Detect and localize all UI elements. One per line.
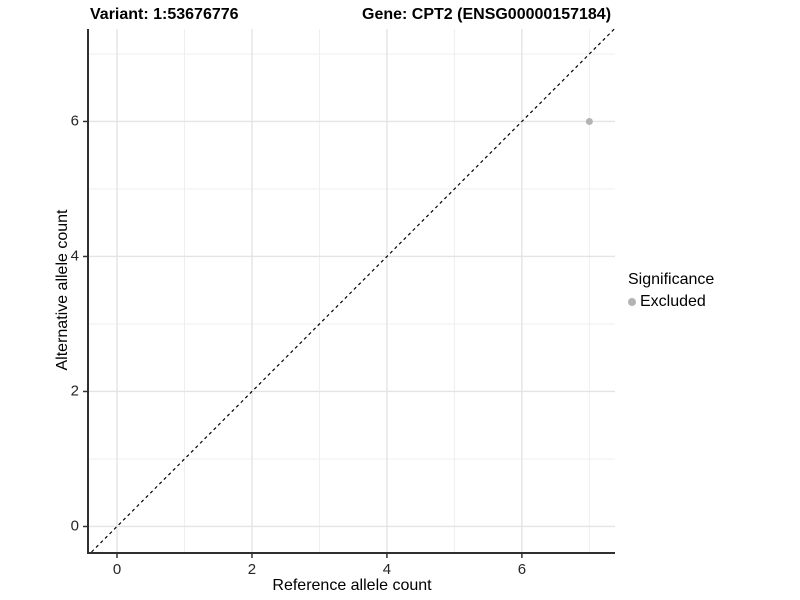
plot-title-variant: Variant: 1:53676776 [90, 6, 239, 23]
scatter-plot-canvas [83, 28, 615, 558]
identity-dashed-line [91, 28, 615, 553]
legend-item-label: Excluded [640, 293, 706, 310]
legend-item-excluded: Excluded [628, 293, 714, 311]
legend-title: Significance [628, 271, 715, 288]
data-point-excluded [585, 117, 593, 125]
y-tick-label: 4 [70, 247, 79, 265]
plot-title-gene: Gene: CPT2 (ENSG00000157184) [362, 6, 612, 23]
x-tick-label: 2 [247, 561, 257, 578]
y-axis-title: Alternative allele count [54, 209, 71, 371]
plot-panel [83, 28, 615, 558]
excluded-point-icon [628, 298, 636, 306]
x-tick-label: 4 [382, 561, 392, 578]
y-tick-label: 0 [70, 517, 79, 535]
x-tick-label: 6 [517, 561, 527, 578]
y-tick-label: 2 [70, 382, 79, 400]
legend: Significance Excluded [628, 271, 714, 311]
x-tick-label: 0 [112, 561, 122, 578]
x-axis-title: Reference allele count [272, 577, 432, 594]
y-tick-label: 6 [70, 112, 79, 130]
